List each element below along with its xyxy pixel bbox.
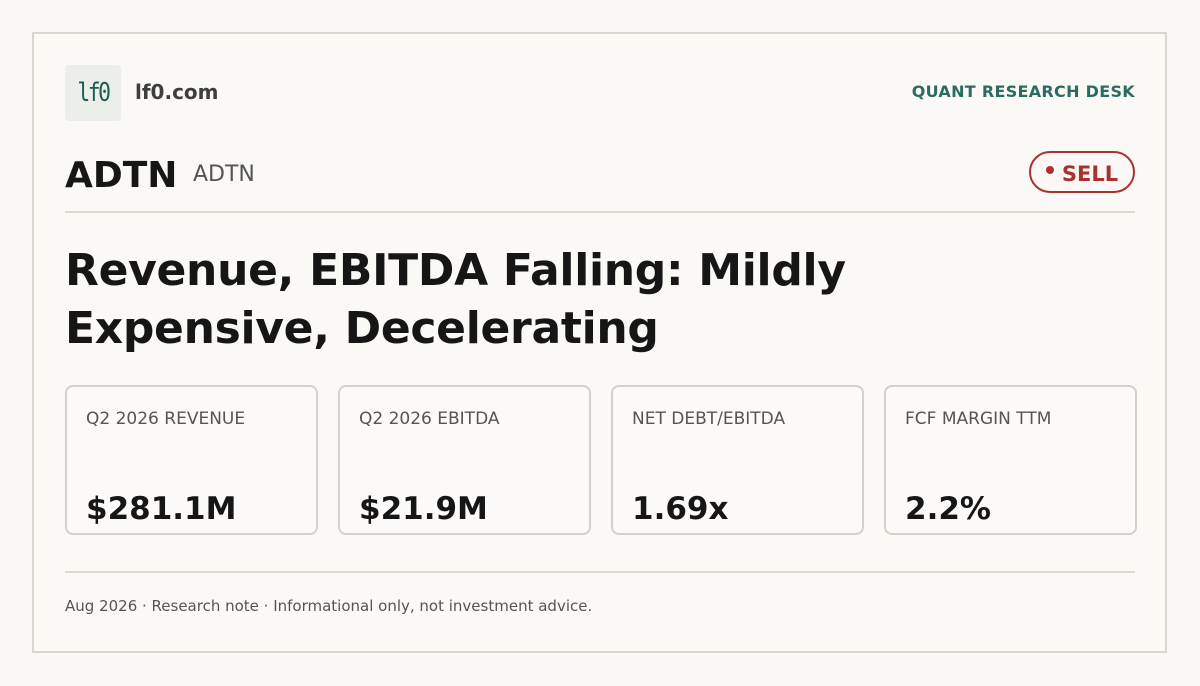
headline: Revenue, EBITDA Falling: Mildly Expensiv…: [65, 245, 846, 354]
metric-label: NET DEBT/EBITDA: [632, 409, 786, 429]
ticker-row: ADTN ADTN SELL: [65, 149, 1135, 213]
metric-label: FCF MARGIN TTM: [905, 409, 1052, 429]
rating-badge: SELL: [1029, 151, 1135, 193]
ticker-subtitle: ADTN: [193, 162, 255, 187]
metric-card-revenue: Q2 2026 REVENUE $281.1M: [65, 385, 318, 535]
rating-dot-icon: [1045, 166, 1054, 174]
metric-card-fcf-margin: FCF MARGIN TTM 2.2%: [884, 385, 1137, 535]
metrics-row: Q2 2026 REVENUE $281.1M Q2 2026 EBITDA $…: [65, 385, 1139, 535]
metric-label: Q2 2026 REVENUE: [86, 409, 246, 429]
logo-text: lf0: [77, 78, 111, 108]
metric-card-ebitda: Q2 2026 EBITDA $21.9M: [338, 385, 591, 535]
brand-logo[interactable]: lf0: [65, 65, 121, 121]
rating-label: SELL: [1061, 162, 1119, 186]
desk-label: QUANT RESEARCH DESK: [911, 82, 1135, 101]
research-card: lf0 lf0.com QUANT RESEARCH DESK ADTN ADT…: [32, 32, 1167, 653]
ticker-symbol: ADTN: [65, 155, 178, 196]
metric-card-net-debt: NET DEBT/EBITDA 1.69x: [611, 385, 864, 535]
metric-value: 1.69x: [632, 491, 729, 527]
metric-value: $21.9M: [359, 491, 488, 527]
brand-domain[interactable]: lf0.com: [135, 80, 219, 104]
metric-value: 2.2%: [905, 491, 991, 527]
footer-divider: [65, 571, 1135, 573]
metric-value: $281.1M: [86, 491, 237, 527]
metric-label: Q2 2026 EBITDA: [359, 409, 500, 429]
header-bar: lf0 lf0.com QUANT RESEARCH DESK: [65, 65, 1135, 121]
footer-note: Aug 2026 · Research note · Informational…: [65, 597, 593, 615]
